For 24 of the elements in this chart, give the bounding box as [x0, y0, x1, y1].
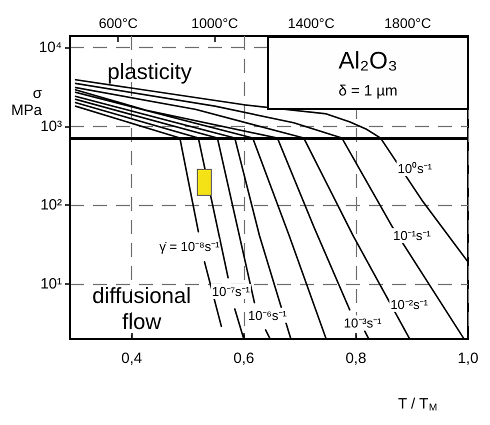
- y-tick-label: 10⁴: [38, 39, 62, 56]
- annotation: 10⁻¹s⁻¹: [393, 228, 432, 244]
- annotation: diffusional flow: [92, 283, 191, 334]
- x-tick-label: 0,4: [121, 350, 142, 367]
- x2-tick-label: 1800°C: [384, 15, 432, 31]
- x2-tick-label: 600°C: [98, 15, 138, 31]
- x-tick-label: 0,6: [233, 350, 254, 367]
- x2-tick-label: 1400°C: [288, 15, 335, 31]
- annotation: γ̇ = 10⁻⁸s⁻¹: [159, 239, 220, 254]
- x-tick-label: 0,8: [345, 350, 366, 367]
- x-tick-label: 1,0: [458, 350, 478, 367]
- annotation: 10⁻⁶s⁻¹: [248, 308, 288, 323]
- y-axis-title: σ MPa: [11, 84, 43, 119]
- annotation: Al₂O₃: [338, 48, 398, 74]
- x2-tick-label: 1000°C: [191, 15, 238, 31]
- annotation: δ = 1 µm: [338, 82, 398, 100]
- annotation: 10⁰s⁻¹: [398, 161, 433, 176]
- annotation: 10⁻⁷s⁻¹: [212, 284, 251, 300]
- y-tick-label: 10³: [40, 118, 62, 135]
- annotation: 10⁻²s⁻¹: [390, 296, 429, 312]
- y-tick-label: 10²: [40, 196, 62, 214]
- annotation: plasticity: [107, 58, 192, 84]
- y-tick-label: 10¹: [40, 275, 62, 292]
- annotation: 10⁻³s⁻¹: [344, 315, 382, 330]
